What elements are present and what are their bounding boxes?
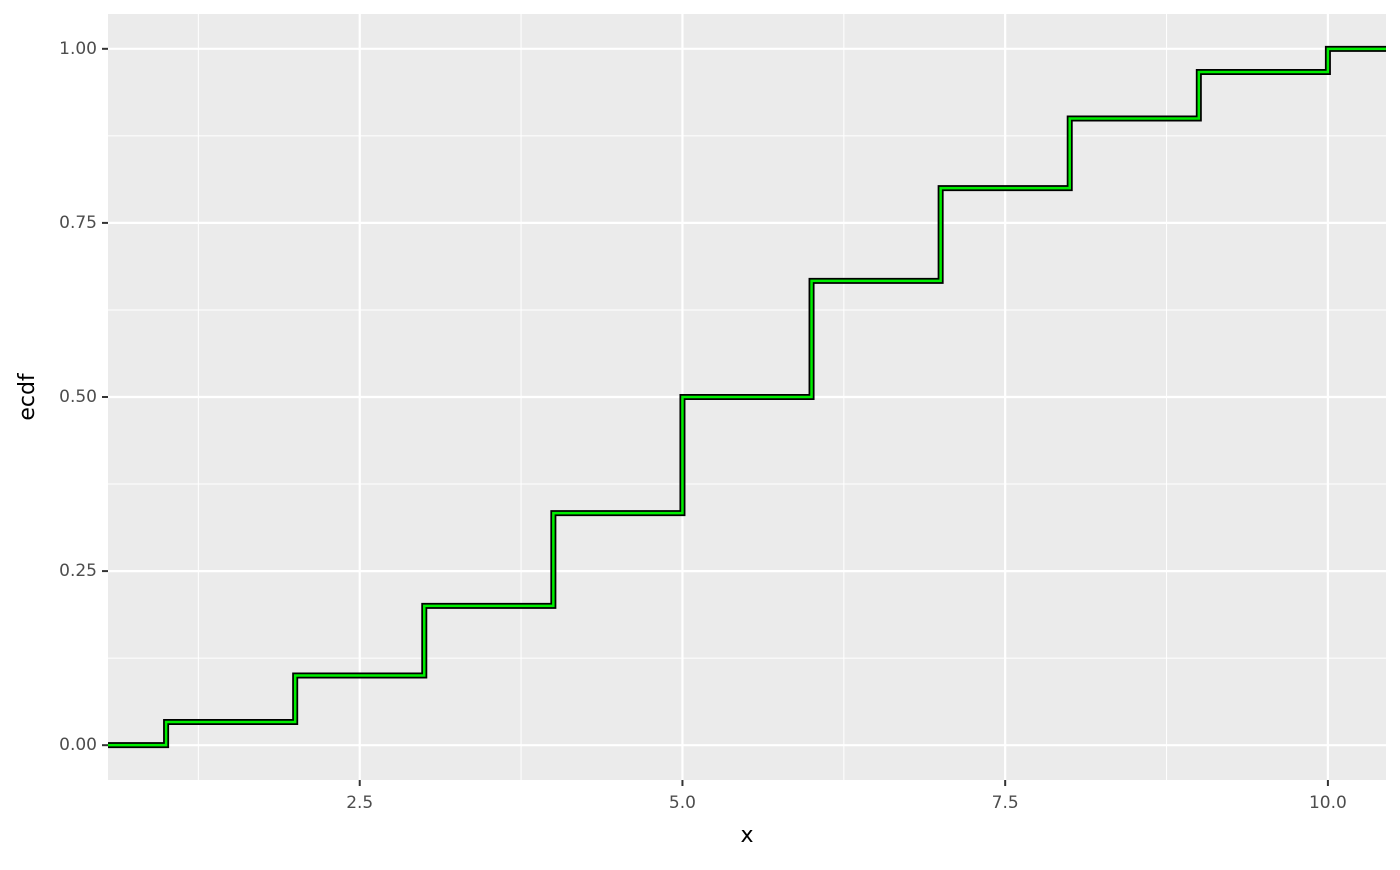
y-tick-label: 0.25 <box>59 561 97 581</box>
y-tick-label: 1.00 <box>59 39 97 59</box>
y-tick-label: 0.75 <box>59 213 97 233</box>
y-tick-label: 0.00 <box>59 735 97 755</box>
x-tick-label: 5.0 <box>669 793 696 813</box>
x-tick-label: 7.5 <box>992 793 1019 813</box>
y-tick-label: 0.50 <box>59 387 97 407</box>
x-axis-title: x <box>740 823 753 848</box>
step-line <box>108 47 1386 747</box>
y-axis-title: ecdf <box>15 372 40 421</box>
x-tick-label: 10.0 <box>1309 793 1347 813</box>
x-tick-label: 2.5 <box>346 793 373 813</box>
